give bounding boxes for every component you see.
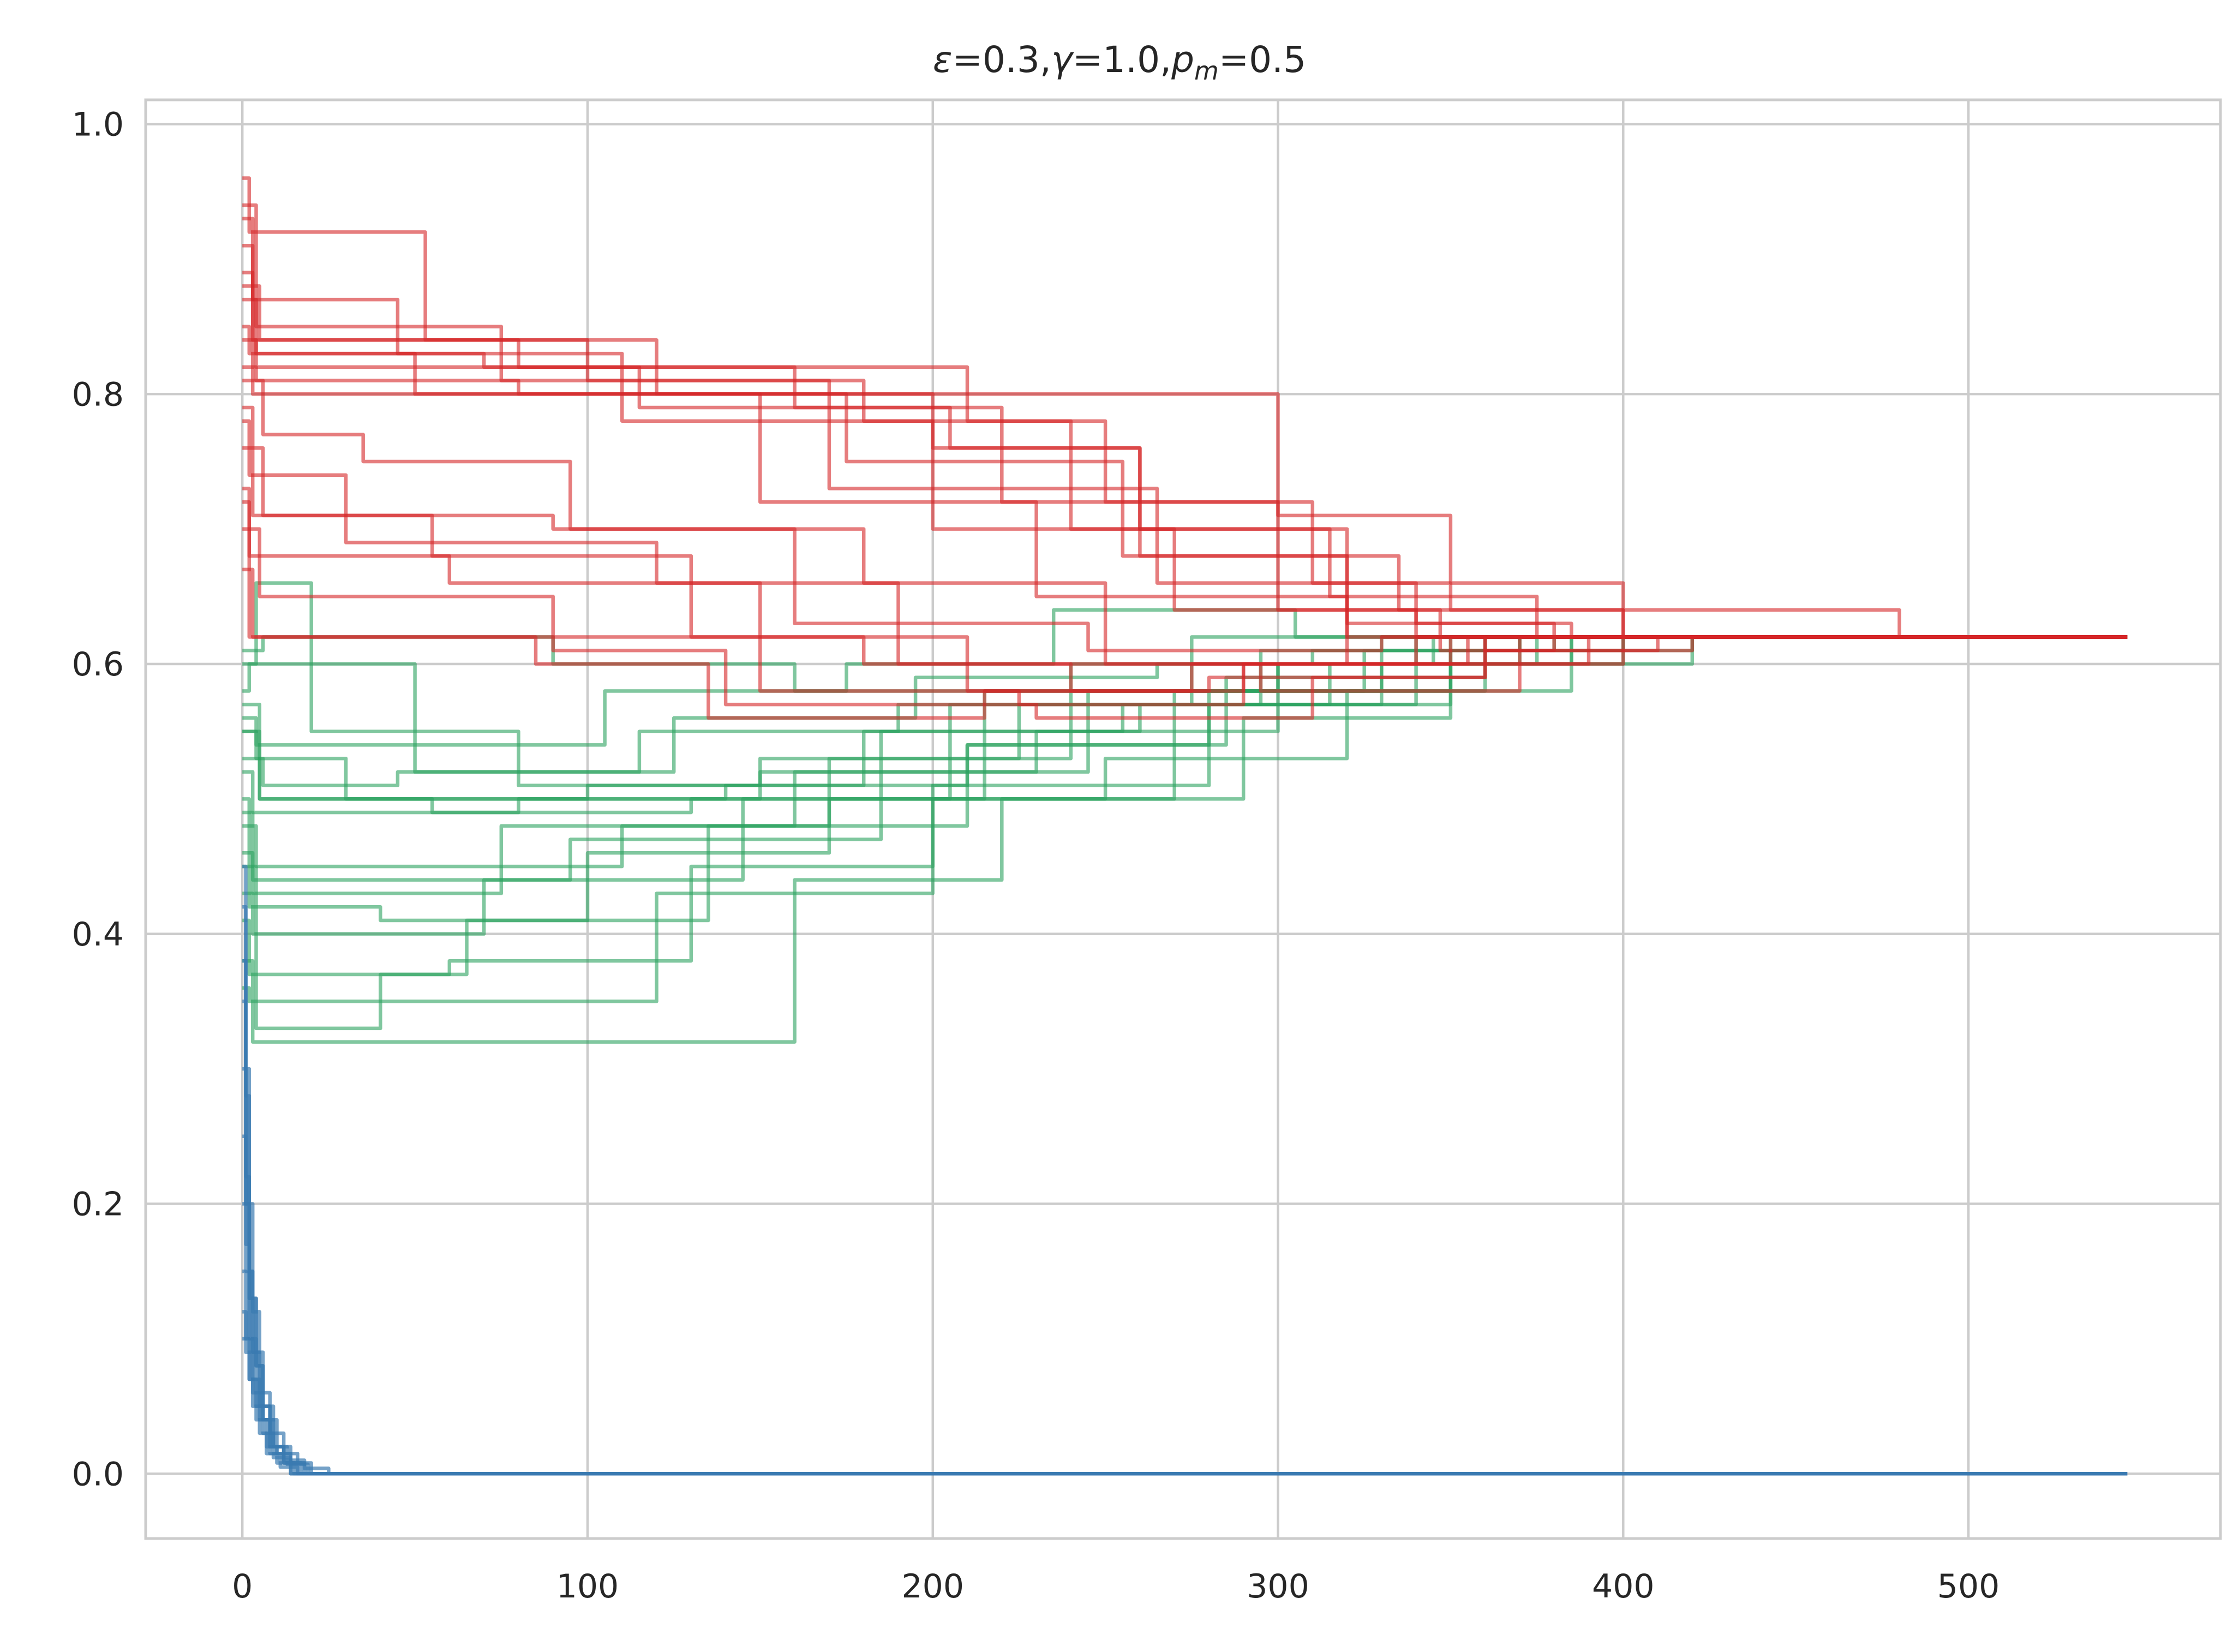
series-line-red — [242, 567, 2128, 720]
series-line-red — [242, 500, 2128, 707]
series-line-green — [242, 635, 2128, 923]
series-line-red — [242, 203, 2128, 639]
series-line-blue — [242, 1269, 2128, 1476]
grid-layer — [146, 100, 2220, 1539]
x-tick-label: 0 — [232, 1567, 253, 1606]
series-line-blue — [242, 1310, 2128, 1476]
y-tick-label: 0.4 — [72, 915, 124, 954]
y-tick-label: 0.2 — [72, 1186, 124, 1224]
y-tick-label: 1.0 — [72, 106, 124, 144]
x-tick-label: 400 — [1592, 1567, 1655, 1606]
tick-layer: 0 100 200 300 400 500 0.0 0.2 0.4 0.6 0.8 1.0 — [72, 106, 2000, 1606]
series-line-blue — [242, 905, 2128, 1476]
series-line-red — [242, 297, 2128, 639]
series-line-blue — [242, 959, 2128, 1476]
series-line-red — [242, 325, 2128, 653]
title-p: p — [1171, 39, 1194, 81]
series-layer — [242, 176, 2128, 1476]
series-line-red — [242, 405, 2128, 666]
series-line-green — [242, 635, 2128, 1031]
plot-frame — [144, 98, 2222, 1540]
y-tick-label: 0.8 — [72, 375, 124, 414]
title-epsilon-value: =0.3, — [953, 39, 1051, 81]
y-tick-label: 0.6 — [72, 645, 124, 684]
series-line-green — [242, 635, 2128, 895]
series-line-red — [242, 446, 2128, 693]
x-tick-label: 100 — [556, 1567, 619, 1606]
series-line-green — [242, 608, 2128, 747]
x-tick-label: 300 — [1247, 1567, 1309, 1606]
series-line-red — [242, 338, 2128, 639]
series-line-red — [242, 243, 2128, 639]
series-line-blue — [242, 1134, 2128, 1476]
title-p-subscript: m — [1194, 56, 1219, 86]
x-tick-label: 500 — [1937, 1567, 2000, 1606]
title-gamma-value: =1.0, — [1073, 39, 1171, 81]
title-epsilon: ε — [933, 39, 953, 81]
series-line-blue — [242, 999, 2128, 1476]
series-line-green — [242, 635, 2128, 1044]
series-line-green — [242, 635, 2128, 787]
y-tick-label: 0.0 — [72, 1455, 124, 1493]
series-line-blue — [242, 1337, 2128, 1476]
series-line-red — [242, 527, 2128, 720]
series-line-green — [242, 581, 2128, 787]
series-line-red — [242, 419, 2128, 693]
x-tick-label: 200 — [901, 1567, 964, 1606]
title-p-value: =0.5 — [1219, 39, 1306, 81]
series-line-red — [242, 176, 2128, 639]
series-line-blue — [242, 1202, 2128, 1476]
series-line-blue — [242, 864, 2128, 1476]
series-line-red — [242, 379, 2128, 653]
series-line-green — [242, 635, 2128, 869]
series-line-green — [242, 635, 2128, 977]
series-line-blue — [242, 1067, 2128, 1476]
chart-title: ε=0.3,γ=1.0,pm=0.5 — [933, 39, 1306, 86]
title-gamma: γ — [1051, 39, 1074, 81]
series-line-red — [242, 487, 2128, 693]
series-line-red — [242, 271, 2128, 639]
series-line-red — [242, 217, 2128, 639]
